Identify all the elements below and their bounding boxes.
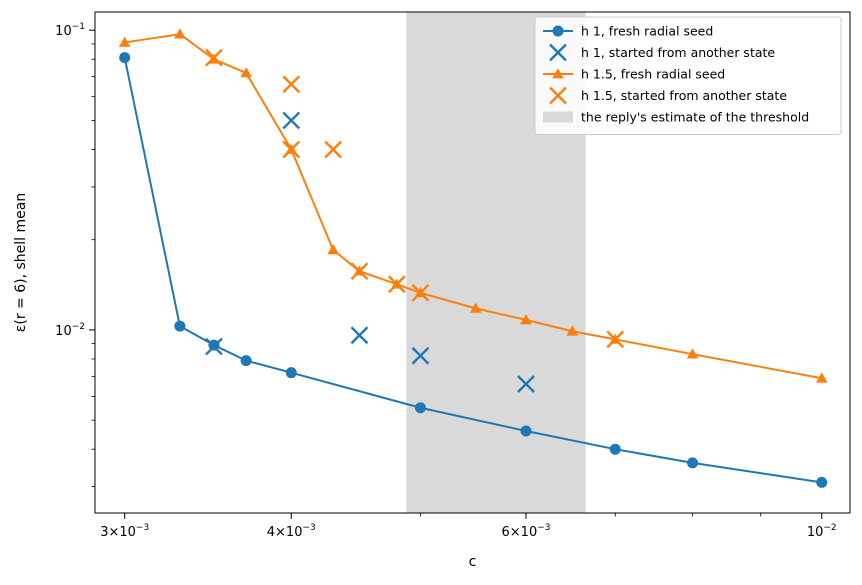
data-point [520, 314, 532, 325]
data-point [327, 244, 339, 255]
series-1 [119, 52, 828, 488]
data-point [350, 326, 369, 345]
x-tick-exponent: −3 [136, 523, 149, 533]
legend-marker [552, 25, 564, 37]
data-point [118, 36, 131, 47]
x-tick-base: 10 [521, 525, 538, 540]
data-point [520, 425, 532, 437]
y-tick-label: 10−2 [55, 322, 85, 339]
y-axis-label: ε(r = 6), shell mean [13, 193, 29, 332]
x-tick-times: × [108, 525, 119, 540]
legend-entry: h 1.5, fresh radial seed [543, 67, 725, 82]
data-point [387, 275, 406, 294]
y-axis: 10−210−1 [55, 22, 95, 488]
data-point [174, 28, 186, 39]
series-4 [205, 48, 625, 349]
data-point [350, 262, 369, 281]
x-tick-exponent: −3 [302, 523, 315, 533]
data-point [687, 457, 699, 469]
legend-entry: h 1.5, started from another state [549, 86, 787, 105]
y-tick-exponent: −1 [72, 22, 85, 32]
data-point [816, 476, 828, 488]
legend-entry: h 1, started from another state [549, 43, 775, 62]
legend: h 1, fresh radial seed h 1, started from … [534, 16, 842, 135]
legend-box [534, 16, 842, 135]
data-point [566, 325, 579, 336]
legend-entry: h 1, fresh radial seed [543, 24, 713, 39]
series-1-line [123, 57, 822, 484]
x-tick-label: 4×10−3 [267, 523, 316, 540]
data-point [606, 330, 625, 349]
data-point [517, 375, 535, 393]
series-layer [118, 28, 828, 488]
y-tick-exponent: −2 [72, 322, 85, 332]
legend-entry-span: the reply's estimate of the threshold [543, 110, 809, 125]
legend-span-swatch [543, 111, 573, 123]
x-tick-exponent: −3 [537, 523, 550, 533]
data-point [119, 52, 131, 64]
x-tick-mantissa: 3 [100, 525, 108, 540]
x-tick-label: 3×10−3 [100, 523, 149, 540]
legend-label: h 1.5, fresh radial seed [581, 67, 725, 82]
data-point [469, 302, 482, 313]
x-tick-label: 6×10−3 [501, 523, 550, 540]
x-axis-label: c [469, 554, 477, 570]
x-tick-base: 10 [807, 525, 824, 540]
data-point [815, 372, 828, 383]
data-point [240, 67, 252, 78]
data-point [240, 355, 252, 367]
data-point [285, 367, 297, 379]
x-tick-exponent: −2 [823, 523, 836, 533]
y-tick-label: 10−1 [55, 22, 85, 39]
data-point [282, 111, 301, 130]
x-tick-label: 10−2 [807, 523, 837, 540]
x-tick-mantissa: 6 [501, 525, 509, 540]
series-2 [205, 111, 535, 393]
x-tick-times: × [275, 525, 286, 540]
x-tick-mantissa: 4 [267, 525, 275, 540]
data-point [205, 337, 223, 356]
y-tick-base: 10 [55, 324, 72, 339]
legend-label: h 1, fresh radial seed [581, 24, 713, 39]
legend-label: the reply's estimate of the threshold [581, 110, 809, 125]
x-tick-times: × [510, 525, 521, 540]
data-point [686, 348, 699, 359]
legend-label: h 1.5, started from another state [581, 88, 787, 103]
x-tick-base: 10 [119, 525, 136, 540]
plot-frame [94, 11, 851, 514]
legend-marker [549, 86, 567, 105]
data-point [414, 402, 426, 414]
data-point [205, 48, 223, 67]
x-tick-base: 10 [286, 525, 303, 540]
data-point [411, 346, 430, 365]
data-point [324, 140, 342, 159]
data-point [174, 320, 186, 332]
x-axis: 3×10−3 4×10−3 6×10−3 10−2 [100, 513, 837, 540]
data-point [282, 75, 301, 94]
legend-marker [552, 68, 564, 79]
data-point [411, 283, 430, 302]
legend-label: h 1, started from another state [581, 45, 775, 60]
data-point [609, 443, 621, 455]
data-point [282, 140, 301, 159]
y-tick-base: 10 [55, 24, 72, 39]
legend-marker [549, 43, 567, 62]
